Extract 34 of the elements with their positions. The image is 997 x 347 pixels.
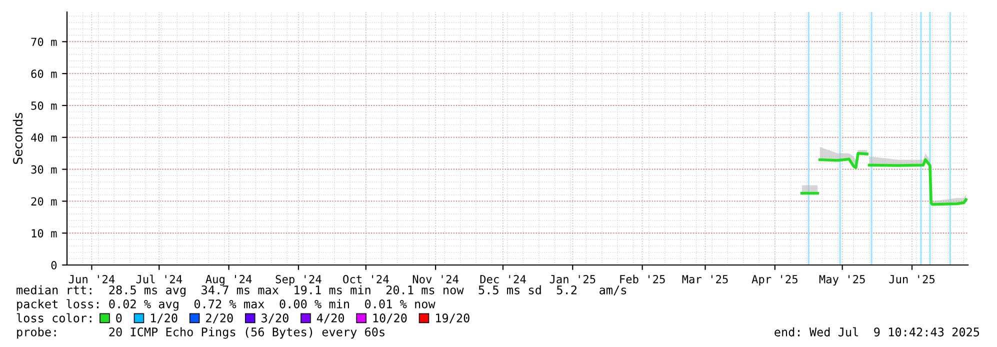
y-tick-label: 70 m bbox=[31, 38, 57, 46]
y-tick-label: 50 m bbox=[31, 101, 57, 110]
x-tick-label: Oct '24 bbox=[343, 274, 389, 284]
legend-label: 10/20 bbox=[373, 314, 407, 324]
legend-label: 3/20 bbox=[262, 314, 288, 324]
x-tick-label: Jan '25 bbox=[550, 274, 596, 284]
y-tick-label: 60 m bbox=[31, 70, 57, 78]
x-tick-label: Jun '25 bbox=[889, 274, 935, 284]
legend-label: 4/20 bbox=[316, 314, 344, 324]
x-tick-label: Dec '24 bbox=[480, 274, 526, 284]
text: packet loss: 0.02 % avg 0.72 % max 0.00 % min 0.01 % now bbox=[17, 299, 436, 311]
y-tick-label: 30 m bbox=[31, 165, 57, 174]
x-tick-label: Apr '25 bbox=[752, 274, 798, 286]
x-tick-label: Sep '24 bbox=[276, 274, 322, 286]
text: median rtt: 28.5 ms avg 34.7 ms max 19.1 ms min 20.1 ms now 5.5 ms sd 5.2 am/s bbox=[16, 285, 626, 297]
legend-label: 2/20 bbox=[206, 314, 233, 324]
text: probe: 20 ICMP Echo Pings (56 Bytes) every 60s bbox=[17, 327, 384, 339]
legend-title: loss color: bbox=[16, 313, 92, 322]
text: end: Wed Jul 9 10:42:43 2025 bbox=[774, 327, 980, 336]
y-tick-label: 20 m bbox=[31, 197, 57, 206]
x-tick-label: May '25 bbox=[819, 274, 865, 286]
y-tick-label: 40 m bbox=[31, 133, 57, 142]
x-tick-label: Aug '24 bbox=[206, 274, 252, 286]
y-tick-label: 0 bbox=[51, 261, 57, 270]
legend-label: 1/20 bbox=[151, 314, 178, 324]
x-tick-label: Jul '24 bbox=[136, 274, 182, 284]
legend-label: 19/20 bbox=[436, 314, 470, 324]
legend-label: 0 bbox=[116, 314, 122, 322]
x-tick-label: Nov '24 bbox=[412, 274, 458, 284]
y-axis-title: Seconds bbox=[12, 112, 23, 164]
y-tick-label: 10 m bbox=[32, 229, 57, 238]
x-tick-label: Jun '24 bbox=[68, 274, 115, 284]
x-tick-label: Mar '25 bbox=[682, 274, 728, 284]
x-tick-label: Feb '25 bbox=[620, 274, 665, 284]
